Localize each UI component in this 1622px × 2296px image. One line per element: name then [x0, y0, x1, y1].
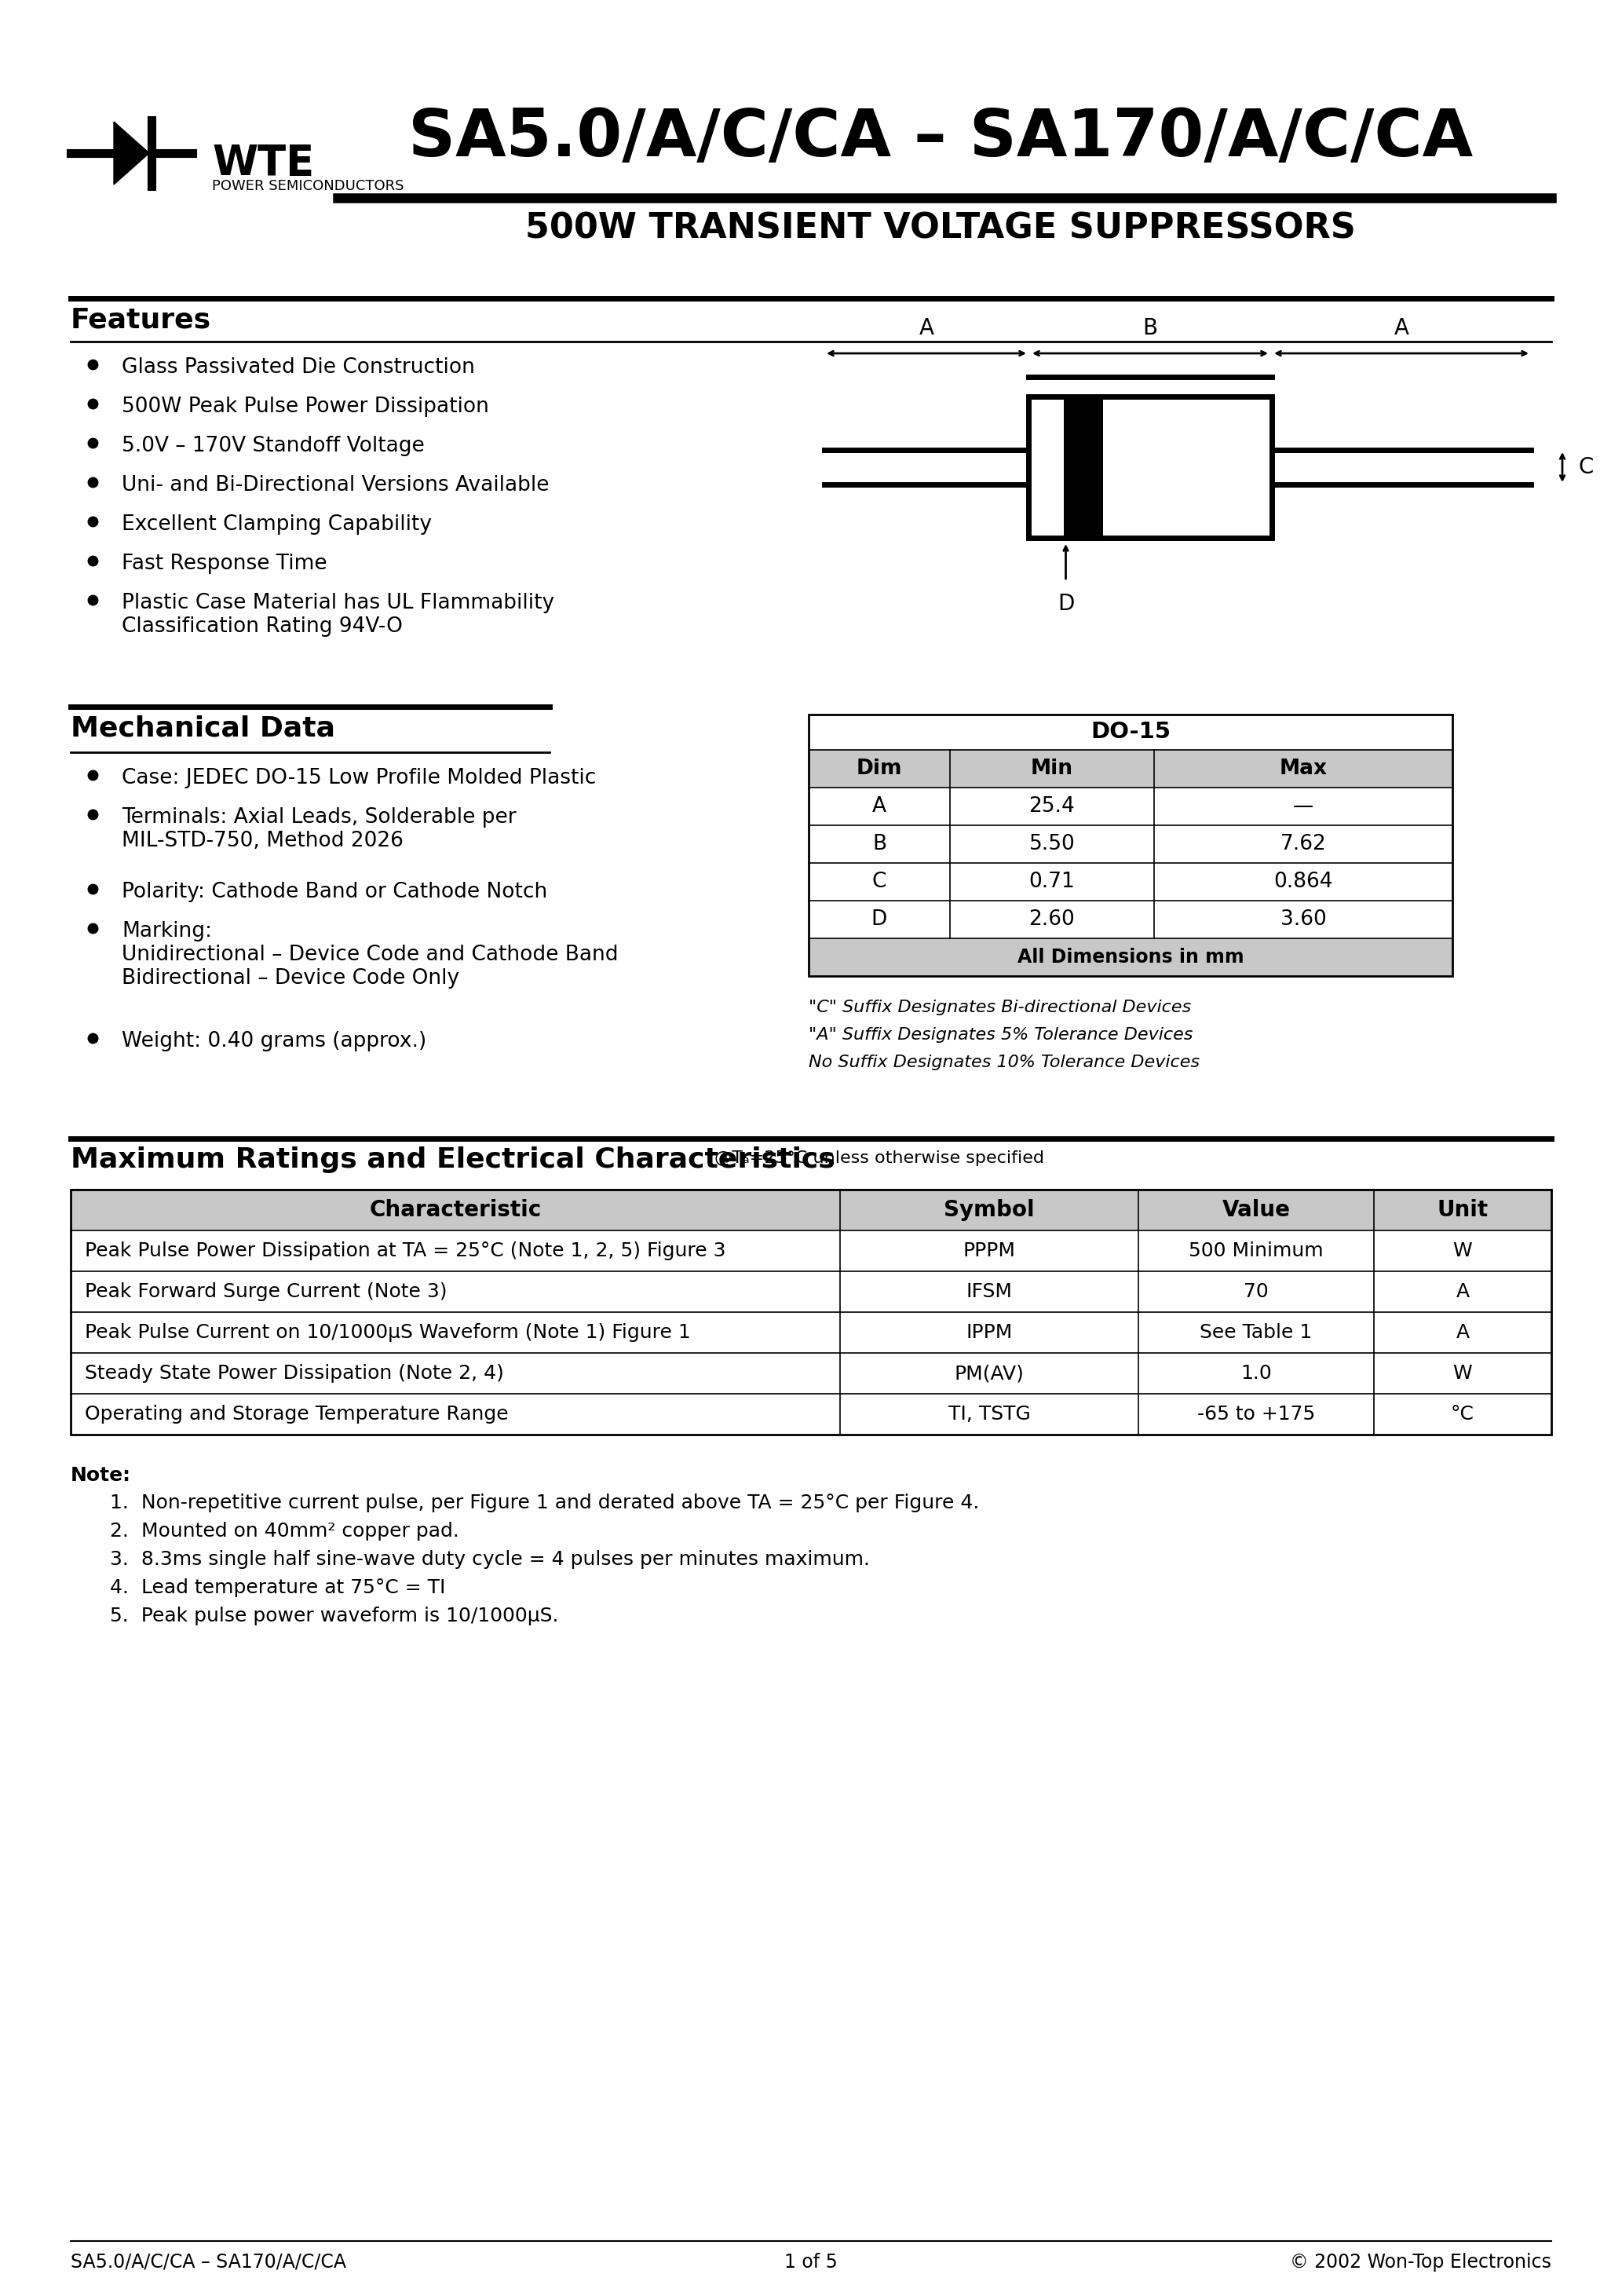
Text: D: D	[1058, 592, 1074, 615]
Text: Dim: Dim	[856, 758, 902, 778]
Text: 500W Peak Pulse Power Dissipation: 500W Peak Pulse Power Dissipation	[122, 397, 488, 418]
Text: Characteristic: Characteristic	[370, 1199, 542, 1221]
Text: A: A	[920, 317, 934, 340]
Text: 0.864: 0.864	[1273, 872, 1333, 893]
Bar	[71, 1189, 1551, 1435]
Text: A: A	[1457, 1322, 1470, 1341]
Text: 500W TRANSIENT VOLTAGE SUPPRESSORS: 500W TRANSIENT VOLTAGE SUPPRESSORS	[526, 211, 1356, 246]
Text: 500 Minimum: 500 Minimum	[1189, 1242, 1324, 1261]
Bar	[809, 751, 1452, 788]
Bar	[1028, 397, 1272, 537]
Text: Maximum Ratings and Electrical Characteristics: Maximum Ratings and Electrical Character…	[71, 1146, 835, 1173]
Text: SA5.0/A/C/CA – SA170/A/C/CA: SA5.0/A/C/CA – SA170/A/C/CA	[409, 106, 1473, 170]
Text: Polarity: Cathode Band or Cathode Notch: Polarity: Cathode Band or Cathode Notch	[122, 882, 547, 902]
Bar	[809, 714, 1452, 976]
Text: No Suffix Designates 10% Tolerance Devices: No Suffix Designates 10% Tolerance Devic…	[809, 1054, 1200, 1070]
Text: Case: JEDEC DO-15 Low Profile Molded Plastic: Case: JEDEC DO-15 Low Profile Molded Pla…	[122, 767, 597, 788]
Text: C: C	[873, 872, 887, 893]
Text: 2.60: 2.60	[1028, 909, 1075, 930]
Text: 3.  8.3ms single half sine-wave duty cycle = 4 pulses per minutes maximum.: 3. 8.3ms single half sine-wave duty cycl…	[110, 1550, 869, 1568]
Text: Value: Value	[1221, 1199, 1289, 1221]
Text: D: D	[871, 909, 887, 930]
Text: @Tₐ=25°C unless otherwise specified: @Tₐ=25°C unless otherwise specified	[714, 1150, 1045, 1166]
Text: 7.62: 7.62	[1280, 833, 1327, 854]
Text: 5.  Peak pulse power waveform is 10/1000μS.: 5. Peak pulse power waveform is 10/1000μ…	[110, 1607, 558, 1626]
Text: © 2002 Won-Top Electronics: © 2002 Won-Top Electronics	[1289, 2252, 1551, 2271]
Bar	[809, 939, 1452, 976]
Text: Terminals: Axial Leads, Solderable per
MIL-STD-750, Method 2026: Terminals: Axial Leads, Solderable per M…	[122, 808, 516, 852]
Text: W: W	[1453, 1242, 1473, 1261]
Bar	[1064, 397, 1103, 537]
Text: -65 to +175: -65 to +175	[1197, 1405, 1315, 1424]
Text: Uni- and Bi-Directional Versions Available: Uni- and Bi-Directional Versions Availab…	[122, 475, 550, 496]
Text: Peak Pulse Current on 10/1000μS Waveform (Note 1) Figure 1: Peak Pulse Current on 10/1000μS Waveform…	[84, 1322, 691, 1341]
Text: Note:: Note:	[71, 1467, 131, 1486]
Text: SA5.0/A/C/CA – SA170/A/C/CA: SA5.0/A/C/CA – SA170/A/C/CA	[71, 2252, 345, 2271]
Text: Mechanical Data: Mechanical Data	[71, 714, 336, 742]
Text: Operating and Storage Temperature Range: Operating and Storage Temperature Range	[84, 1405, 508, 1424]
Text: Glass Passivated Die Construction: Glass Passivated Die Construction	[122, 358, 475, 379]
Text: B: B	[1142, 317, 1158, 340]
Text: Min: Min	[1032, 758, 1074, 778]
Text: W: W	[1453, 1364, 1473, 1382]
Text: PM(AV): PM(AV)	[954, 1364, 1023, 1382]
Text: 1.0: 1.0	[1241, 1364, 1272, 1382]
Text: 1 of 5: 1 of 5	[785, 2252, 837, 2271]
Text: Features: Features	[71, 305, 211, 333]
Text: Unit: Unit	[1437, 1199, 1489, 1221]
Text: 25.4: 25.4	[1028, 797, 1075, 817]
Text: PPPM: PPPM	[963, 1242, 1015, 1261]
Text: 70: 70	[1244, 1281, 1268, 1302]
Text: 5.0V – 170V Standoff Voltage: 5.0V – 170V Standoff Voltage	[122, 436, 425, 457]
Text: 4.  Lead temperature at 75°C = TI: 4. Lead temperature at 75°C = TI	[110, 1577, 446, 1598]
Text: Weight: 0.40 grams (approx.): Weight: 0.40 grams (approx.)	[122, 1031, 427, 1052]
Text: See Table 1: See Table 1	[1200, 1322, 1312, 1341]
Text: DO-15: DO-15	[1090, 721, 1171, 744]
Text: "C" Suffix Designates Bi-directional Devices: "C" Suffix Designates Bi-directional Dev…	[809, 999, 1191, 1015]
Text: TI, TSTG: TI, TSTG	[949, 1405, 1030, 1424]
Text: "A" Suffix Designates 5% Tolerance Devices: "A" Suffix Designates 5% Tolerance Devic…	[809, 1026, 1192, 1042]
Text: Marking:
Unidirectional – Device Code and Cathode Band
Bidirectional – Device Co: Marking: Unidirectional – Device Code an…	[122, 921, 618, 990]
Text: Peak Pulse Power Dissipation at TA = 25°C (Note 1, 2, 5) Figure 3: Peak Pulse Power Dissipation at TA = 25°…	[84, 1242, 725, 1261]
Text: IPPM: IPPM	[967, 1322, 1012, 1341]
Text: Fast Response Time: Fast Response Time	[122, 553, 328, 574]
Text: Max: Max	[1280, 758, 1327, 778]
Bar	[71, 1189, 1551, 1231]
Text: A: A	[1393, 317, 1410, 340]
Text: A: A	[1457, 1281, 1470, 1302]
Text: —: —	[1293, 797, 1314, 817]
Text: IFSM: IFSM	[967, 1281, 1012, 1302]
Text: Peak Forward Surge Current (Note 3): Peak Forward Surge Current (Note 3)	[84, 1281, 448, 1302]
Text: C: C	[1578, 457, 1593, 478]
Text: 2.  Mounted on 40mm² copper pad.: 2. Mounted on 40mm² copper pad.	[110, 1522, 459, 1541]
Text: °C: °C	[1452, 1405, 1474, 1424]
Polygon shape	[114, 122, 149, 184]
Text: Symbol: Symbol	[944, 1199, 1035, 1221]
Text: Steady State Power Dissipation (Note 2, 4): Steady State Power Dissipation (Note 2, …	[84, 1364, 504, 1382]
Text: Plastic Case Material has UL Flammability
Classification Rating 94V-O: Plastic Case Material has UL Flammabilit…	[122, 592, 555, 636]
Text: All Dimensions in mm: All Dimensions in mm	[1017, 948, 1244, 967]
Text: 1.  Non-repetitive current pulse, per Figure 1 and derated above TA = 25°C per F: 1. Non-repetitive current pulse, per Fig…	[110, 1492, 980, 1513]
Text: 3.60: 3.60	[1280, 909, 1327, 930]
Text: Excellent Clamping Capability: Excellent Clamping Capability	[122, 514, 431, 535]
Text: 5.50: 5.50	[1028, 833, 1075, 854]
Text: WTE: WTE	[212, 142, 315, 184]
Text: POWER SEMICONDUCTORS: POWER SEMICONDUCTORS	[212, 179, 404, 193]
Text: B: B	[873, 833, 886, 854]
Text: 0.71: 0.71	[1028, 872, 1075, 893]
Text: A: A	[873, 797, 886, 817]
